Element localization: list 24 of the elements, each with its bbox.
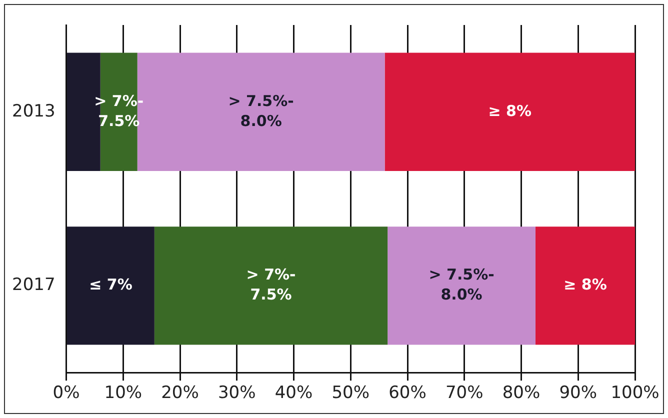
- text: > 7%-7.5%: [246, 266, 296, 304]
- y-tick-label: 2017: [12, 275, 56, 296]
- bar: [535, 226, 635, 345]
- x-tick-label: 0%: [52, 383, 80, 404]
- x-tick-label: 100%: [610, 383, 660, 404]
- x-tick-label: 40%: [274, 383, 313, 404]
- text: > 7.5%-8.0%: [228, 92, 294, 130]
- bar: [67, 226, 154, 345]
- x-tick-label: 90%: [559, 383, 598, 404]
- x-tick-label: 60%: [388, 383, 426, 404]
- x-tick-label: 50%: [332, 383, 370, 404]
- bar: [388, 226, 536, 345]
- bar: [384, 52, 635, 171]
- series-label: ≤ 7%: [89, 276, 132, 294]
- x-tick-label: 80%: [502, 383, 540, 404]
- series-label: ≥ 8%: [564, 276, 607, 294]
- x-tick-label: 30%: [218, 383, 256, 404]
- x-tick-label: 10%: [104, 383, 142, 404]
- bar: [154, 226, 388, 345]
- series-label: > 7.5%-8.0%: [428, 266, 494, 304]
- x-tick-label: 70%: [445, 383, 484, 404]
- y-tick-label: 2013: [12, 101, 56, 122]
- text: ≥ 8%: [488, 102, 532, 120]
- x-tick-label: 20%: [161, 383, 199, 404]
